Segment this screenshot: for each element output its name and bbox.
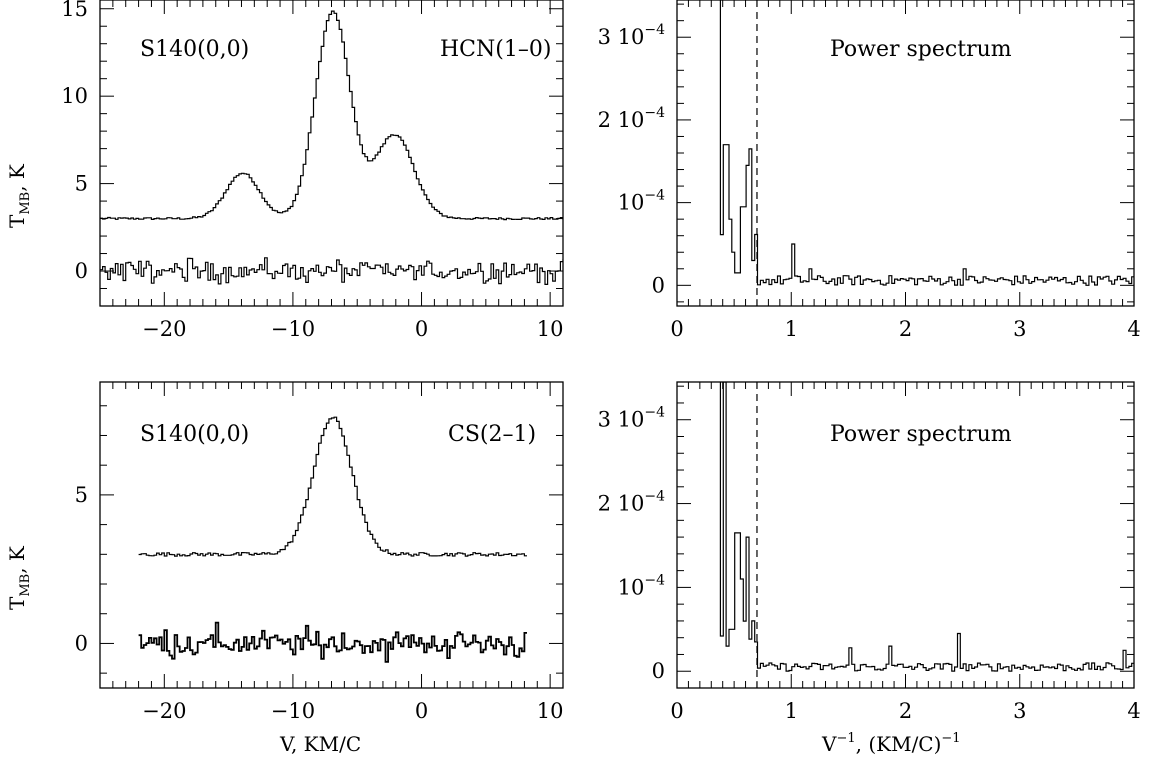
y-tick-label: 0	[75, 259, 88, 283]
y-tick-label: 3 10−4	[598, 22, 665, 49]
y-tick-label: 0	[652, 659, 665, 683]
power-spectrum-line	[719, 0, 1134, 286]
x-tick-label: 0	[415, 699, 428, 723]
x-tick-label: 0	[670, 699, 683, 723]
x-tick-label: −20	[142, 317, 186, 341]
plot-area	[100, 10, 563, 285]
y-tick-label: 10−4	[618, 188, 665, 215]
x-tick-label: 10	[537, 699, 564, 723]
y-tick-label: 10−4	[618, 572, 665, 599]
hcn-line-label: HCN(1–0)	[440, 37, 551, 62]
x-tick-label: 10	[537, 317, 564, 341]
cs-power-label: Power spectrum	[830, 422, 1012, 447]
cs-source-label: S140(0,0)	[140, 422, 249, 447]
hcn-power-label: Power spectrum	[830, 37, 1012, 62]
x-tick-label: 4	[1127, 317, 1140, 341]
plot-area	[138, 416, 527, 663]
x-tick-label: 1	[785, 317, 798, 341]
panel-hcn-spectrum: −20 −10 0 10 0 5 10 15	[61, 0, 564, 341]
spectrum-line	[100, 10, 563, 221]
plot-area	[719, 382, 1134, 672]
y-tick-label: 5	[75, 483, 88, 507]
y-tick-label: 0	[652, 273, 665, 297]
x-tick-label: −10	[271, 699, 315, 723]
residuals-line	[138, 621, 527, 663]
x-tick-label: 2	[899, 699, 912, 723]
x-tick-label: −20	[142, 699, 186, 723]
cs-ylabel: TMB, K	[5, 545, 33, 610]
x-tick-label: 0	[670, 317, 683, 341]
x-tick-label: 2	[899, 317, 912, 341]
cs-line-label: CS(2–1)	[448, 422, 536, 447]
cs-power-xlabel: V−1, (KM/C)−1	[821, 731, 961, 756]
y-tick-label: 2 10−4	[598, 105, 665, 132]
panel-hcn-power: 0 1 2 3 4 0 10−4 2 10−4 3 10−4	[598, 0, 1141, 341]
panel-cs-spectrum: −20 −10 0 10 0 5	[75, 381, 564, 723]
power-spectrum-line	[719, 382, 1134, 672]
hcn-source-label: S140(0,0)	[140, 37, 249, 62]
plot-area	[719, 0, 1134, 286]
spectrum-line	[138, 416, 527, 557]
x-tick-label: 1	[785, 699, 798, 723]
panel-cs-power: 0 1 2 3 4 0 10−4 2 10−4 3 10−4	[598, 381, 1141, 723]
x-tick-label: 3	[1013, 699, 1026, 723]
y-tick-label: 5	[75, 172, 88, 196]
cs-xlabel: V, KM/C	[279, 732, 361, 756]
y-tick-label: 3 10−4	[598, 405, 665, 432]
y-tick-label: 0	[75, 631, 88, 655]
hcn-ylabel: TMB, K	[5, 163, 33, 228]
y-tick-label: 10	[61, 84, 88, 108]
x-tick-label: 3	[1013, 317, 1026, 341]
y-tick-label: 15	[61, 0, 88, 21]
x-tick-label: −10	[271, 317, 315, 341]
residuals-line	[100, 257, 563, 285]
x-tick-label: 4	[1127, 699, 1140, 723]
x-tick-label: 0	[415, 317, 428, 341]
y-tick-label: 2 10−4	[598, 489, 665, 516]
